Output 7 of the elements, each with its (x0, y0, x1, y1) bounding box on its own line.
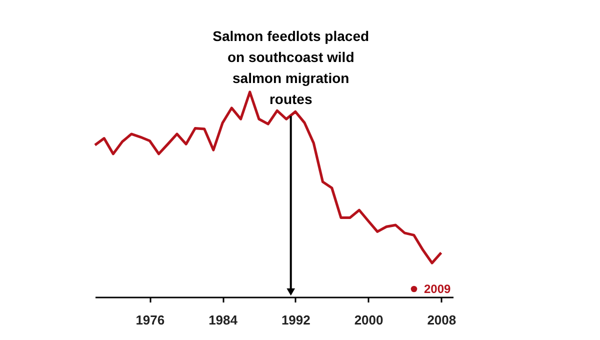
x-tick-label: 1976 (136, 312, 165, 328)
x-tick-label: 2000 (354, 312, 384, 328)
x-tick-label: 1984 (208, 312, 238, 328)
legend-label: 2009 (424, 282, 452, 296)
x-tick-label: 1992 (281, 312, 310, 328)
x-tick-label: 2008 (427, 312, 456, 328)
ref-line-label: Salmon feedlots placed on southcoast wild salmon migration routes (212, 28, 370, 107)
